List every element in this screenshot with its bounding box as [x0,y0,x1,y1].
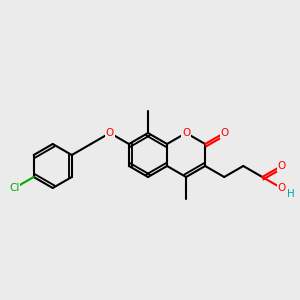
Text: O: O [277,183,286,193]
Text: O: O [277,161,286,171]
Text: O: O [182,128,190,138]
Text: O: O [106,128,114,138]
Text: O: O [220,128,228,138]
Text: Cl: Cl [9,183,20,193]
Text: H: H [287,188,295,199]
